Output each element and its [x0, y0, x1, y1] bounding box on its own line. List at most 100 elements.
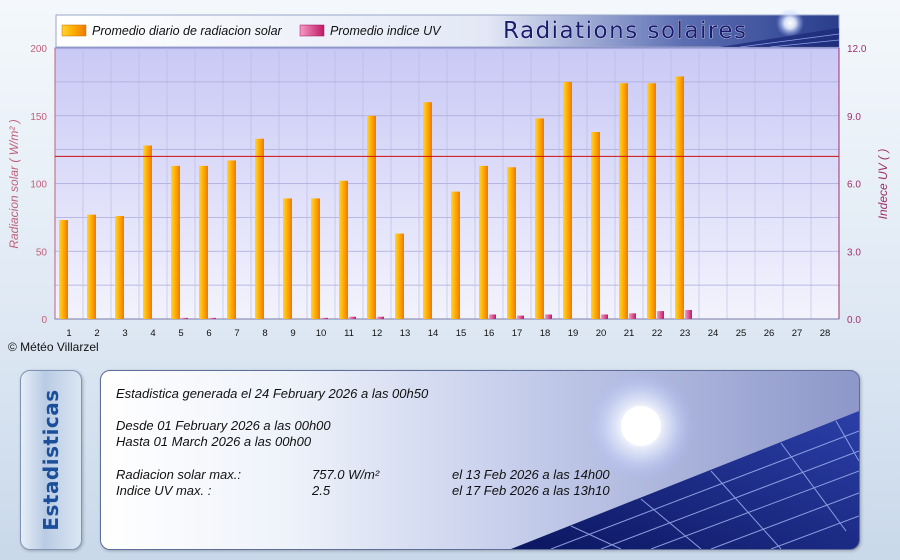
bar-solar	[171, 165, 180, 319]
bar-solar	[87, 214, 96, 319]
x-tick-label: 2	[94, 328, 99, 339]
x-tick-label: 24	[708, 328, 719, 339]
right-axis-label: Indece UV ( )	[876, 149, 890, 220]
x-tick-label: 7	[234, 328, 239, 339]
legend-label-solar: Promedio diario de radiacion solar	[92, 24, 283, 38]
x-tick-label: 22	[652, 328, 663, 339]
bar-uv	[209, 317, 216, 319]
bar-uv	[657, 311, 664, 319]
x-tick-label: 8	[262, 328, 267, 339]
stats-uv-label: Indice UV max. :	[116, 483, 212, 498]
x-tick-label: 12	[372, 328, 383, 339]
bar-solar	[563, 81, 572, 319]
x-tick-label: 5	[178, 328, 183, 339]
bar-solar	[199, 165, 208, 319]
bar-solar	[227, 160, 236, 319]
bars	[59, 76, 692, 320]
left-tick-label: 50	[36, 247, 48, 258]
statistics-side-label: Estadisticas	[39, 389, 63, 531]
x-tick-label: 1	[66, 328, 71, 339]
x-tick-label: 4	[150, 328, 155, 339]
bar-solar	[395, 233, 404, 319]
bar-solar	[311, 198, 320, 319]
x-tick-label: 20	[596, 328, 607, 339]
bar-solar	[479, 165, 488, 319]
title-panel-art	[720, 9, 840, 48]
bar-solar	[115, 216, 124, 319]
chart-title: Radiations solaires	[503, 18, 748, 44]
x-tick-label: 6	[206, 328, 211, 339]
bar-solar	[675, 76, 684, 319]
bar-solar	[143, 145, 152, 319]
right-tick-label: 6.0	[847, 180, 861, 191]
right-tick-label: 3.0	[847, 247, 861, 258]
solar-panel-shape	[511, 411, 859, 549]
left-tick-label: 0	[41, 315, 47, 326]
x-axis-ticks: 1 2 3 4 5 6 7 8 9 10 11 12 13 14 15 16 17 18 19 20 21 22 23 24 2…	[66, 328, 830, 339]
bar-uv	[349, 316, 356, 319]
x-tick-label: 18	[540, 328, 551, 339]
x-tick-label: 3	[122, 328, 127, 339]
left-axis-ticks: 0 50 100 150 200	[30, 44, 47, 326]
bar-uv	[601, 314, 608, 319]
x-tick-label: 15	[456, 328, 467, 339]
x-tick-label: 13	[400, 328, 411, 339]
statistics-text: Estadistica generada el 24 February 2026…	[101, 371, 859, 549]
x-tick-label: 27	[792, 328, 803, 339]
x-tick-label: 28	[820, 328, 831, 339]
left-tick-label: 200	[30, 44, 47, 55]
bar-solar	[339, 180, 348, 319]
right-axis-ticks: 0.0 3.0 6.0 9.0 12.0	[847, 44, 867, 326]
stats-radiation-date: el 13 Feb 2026 a las 14h00	[452, 467, 610, 482]
right-tick-label: 9.0	[847, 112, 861, 123]
bar-uv	[181, 317, 188, 319]
bar-solar	[619, 83, 628, 319]
right-tick-label: 0.0	[847, 315, 861, 326]
legend-label-uv: Promedio indice UV	[330, 24, 442, 38]
stats-to: Hasta 01 March 2026 a las 00h00	[116, 434, 312, 449]
x-tick-label: 14	[428, 328, 439, 339]
x-tick-label: 25	[736, 328, 747, 339]
stats-radiation-label: Radiacion solar max.:	[116, 467, 241, 482]
bar-solar	[367, 115, 376, 319]
x-tick-label: 23	[680, 328, 691, 339]
bar-uv	[517, 315, 524, 319]
legend-swatch-solar	[61, 24, 87, 37]
statistics-side-panel: Estadisticas	[20, 370, 82, 550]
bar-solar	[591, 132, 600, 319]
bar-uv	[629, 313, 636, 319]
bar-solar	[647, 83, 656, 319]
bar-solar	[423, 102, 432, 319]
solar-panel-art	[511, 371, 859, 549]
left-tick-label: 100	[30, 180, 47, 191]
right-tick-label: 12.0	[847, 44, 867, 55]
bar-solar	[535, 118, 544, 320]
bar-uv	[489, 314, 496, 319]
stats-from: Desde 01 February 2026 a las 00h00	[116, 418, 331, 433]
x-tick-label: 16	[484, 328, 495, 339]
legend-box	[55, 14, 840, 48]
legend-swatch-uv	[299, 24, 325, 37]
bar-uv	[377, 316, 384, 319]
stats-uv-date: el 17 Feb 2026 a las 13h10	[452, 483, 610, 498]
gridlines	[54, 48, 840, 319]
bar-solar	[507, 167, 516, 319]
bar-solar	[283, 198, 292, 319]
copyright-text: © Météo Villarzel	[8, 340, 99, 354]
bar-uv	[321, 317, 328, 319]
bar-solar	[59, 220, 68, 319]
stats-generated: Estadistica generada el 24 February 2026…	[116, 386, 429, 401]
bar-solar	[255, 138, 264, 319]
statistics-panel: Estadistica generada el 24 February 2026…	[100, 370, 860, 550]
x-tick-label: 9	[290, 328, 295, 339]
x-tick-label: 11	[344, 328, 354, 339]
bar-uv	[685, 309, 692, 319]
x-tick-label: 19	[568, 328, 579, 339]
left-axis-label: Radiacion solar ( W/m² )	[7, 119, 21, 248]
stats-radiation-value: 757.0 W/m²	[312, 467, 380, 482]
x-tick-label: 26	[764, 328, 775, 339]
x-tick-label: 17	[512, 328, 523, 339]
radiation-chart: Promedio diario de radiacion solar Prome…	[7, 9, 890, 339]
left-tick-label: 150	[30, 112, 47, 123]
stats-uv-value: 2.5	[312, 483, 331, 498]
